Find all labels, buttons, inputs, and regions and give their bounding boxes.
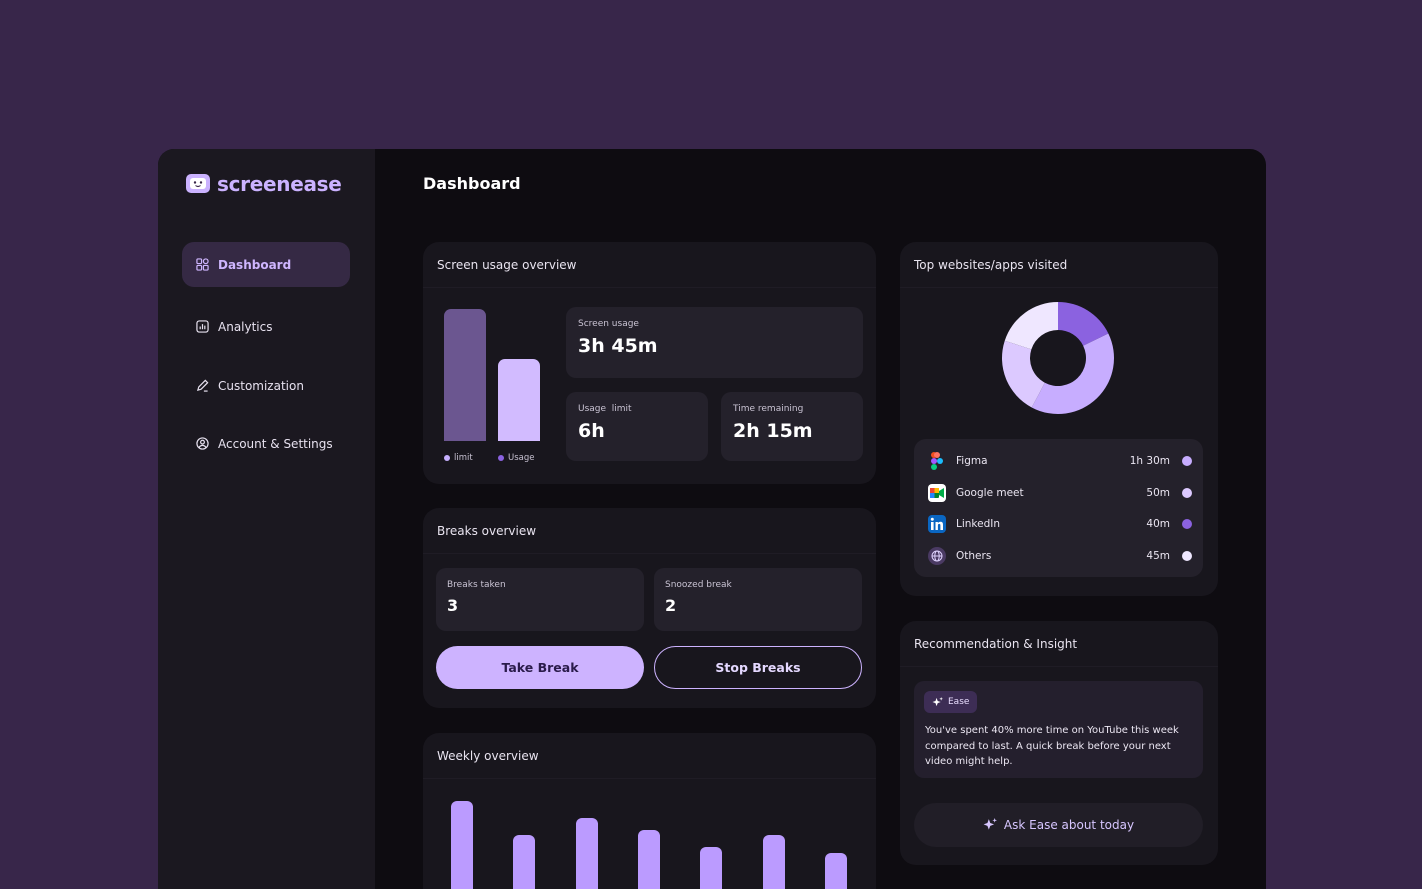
stat-label: Snoozed break [665, 580, 732, 590]
app-name: Others [956, 550, 992, 562]
time-remaining-stat: Time remaining 2h 15m [721, 392, 863, 461]
insight-box: Ease You've spent 40% more time on YouTu… [914, 681, 1203, 778]
weekly-card: Weekly overview [423, 733, 876, 889]
legend-label: Usage [508, 453, 535, 463]
app-time: 45m [1146, 550, 1170, 562]
app-name: Google meet [956, 487, 1024, 499]
stat-label: Screen usage [578, 319, 639, 329]
stat-label: Time remaining [733, 404, 804, 414]
sparkle-icon [983, 818, 997, 830]
list-item-linkedin[interactable]: LinkedIn 40m [928, 513, 1192, 535]
app-color-dot [1182, 456, 1192, 466]
globe-icon [928, 547, 946, 565]
stat-value: 6h [578, 420, 605, 442]
weekly-bar [637, 829, 660, 889]
app-time: 1h 30m [1129, 455, 1170, 467]
legend-dot [498, 455, 504, 461]
stat-value: 2 [665, 596, 677, 615]
card-title: Top websites/apps visited [900, 242, 1218, 288]
app-color-dot [1182, 488, 1192, 498]
sidebar-item-dashboard[interactable]: Dashboard [182, 242, 350, 287]
insight-card: Recommendation & Insight Ease You've spe… [900, 621, 1218, 865]
sidebar-item-label: Analytics [218, 319, 273, 334]
linkedin-icon [928, 515, 946, 533]
list-item-others[interactable]: Others 45m [928, 545, 1192, 567]
legend-limit: limit [444, 453, 473, 463]
sidebar-item-label: Dashboard [218, 257, 292, 272]
sidebar-item-label: Account & Settings [218, 436, 333, 451]
stat-value: 2h 15m [733, 420, 813, 442]
page-title: Dashboard [423, 174, 521, 193]
sidebar-item-account-settings[interactable]: Account & Settings [182, 421, 350, 466]
stat-label: Breaks taken [447, 580, 506, 590]
legend-dot [444, 455, 450, 461]
weekly-bar [824, 853, 847, 889]
brand-name: screenease [217, 172, 342, 196]
weekly-bar [451, 801, 473, 889]
card-title: Recommendation & Insight [900, 621, 1218, 667]
sidebar-item-analytics[interactable]: Analytics [182, 304, 350, 349]
sidebar-item-label: Customization [218, 378, 304, 393]
list-item-figma[interactable]: Figma 1h 30m [928, 450, 1192, 472]
usage-bar-usage [498, 358, 540, 441]
snoozed-break-stat: Snoozed break 2 [654, 568, 862, 631]
app-color-dot [1182, 519, 1192, 529]
donut-slice-others [1004, 302, 1058, 350]
weekly-bar [513, 835, 536, 889]
apps-list: Figma 1h 30m Google meet 50m [914, 439, 1203, 577]
ask-ease-label: Ask Ease about today [1003, 818, 1135, 832]
weekly-bar [575, 818, 598, 889]
donut-slice-google-meet [1002, 340, 1045, 408]
user-circle-icon [196, 437, 209, 450]
sidebar-item-customization[interactable]: Customization [182, 363, 350, 408]
card-title: Weekly overview [423, 733, 876, 779]
app-color-dot [1182, 551, 1192, 561]
stat-value: 3h 45m [578, 335, 658, 357]
legend-label: limit [454, 453, 473, 463]
ease-badge: Ease [924, 691, 978, 713]
usage-limit-stat: Usage limit 6h [566, 392, 708, 461]
stat-value: 3 [447, 596, 459, 615]
take-break-button[interactable]: Take Break [436, 646, 644, 689]
donut-slice-figma [1031, 333, 1114, 414]
figma-icon [928, 452, 946, 470]
brand-logo[interactable]: screenease [185, 172, 342, 196]
app-time: 40m [1146, 518, 1170, 530]
apps-donut-chart [1002, 302, 1114, 414]
stop-breaks-button[interactable]: Stop Breaks [654, 646, 862, 689]
ask-ease-button[interactable]: Ask Ease about today [914, 803, 1203, 847]
badge-label: Ease [948, 697, 970, 707]
google-meet-icon [928, 484, 946, 502]
sidebar: screenease Dashboard Analytics Customiza… [158, 149, 375, 889]
stat-label: Usage limit [578, 404, 632, 414]
app-name: Figma [956, 455, 988, 467]
app-name: LinkedIn [956, 518, 1001, 530]
weekly-bar [762, 835, 785, 889]
screen-usage-stat: Screen usage 3h 45m [566, 307, 863, 378]
legend-usage: Usage [498, 453, 534, 463]
logo-icon [186, 174, 210, 193]
card-title: Screen usage overview [423, 242, 876, 288]
app-window: screenease Dashboard Analytics Customiza… [158, 149, 1266, 889]
breaks-taken-stat: Breaks taken 3 [436, 568, 644, 631]
pencil-icon [196, 379, 209, 392]
insight-text: You've spent 40% more time on YouTube th… [925, 725, 1179, 767]
app-time: 50m [1146, 487, 1170, 499]
card-title: Breaks overview [423, 508, 876, 554]
weekly-bar [700, 846, 723, 889]
grid-icon [196, 258, 209, 271]
list-item-google-meet[interactable]: Google meet 50m [928, 482, 1192, 504]
chart-icon [196, 320, 209, 333]
sparkle-icon [932, 696, 943, 706]
usage-bar-limit [444, 309, 486, 441]
top-apps-card: Top websites/apps visited Figma 1h 30m [900, 242, 1218, 596]
screen-usage-card: Screen usage overview limit Usage Screen… [423, 242, 876, 484]
donut-slice-linkedin [1058, 302, 1109, 346]
breaks-card: Breaks overview Breaks taken 3 Snoozed b… [423, 508, 876, 708]
